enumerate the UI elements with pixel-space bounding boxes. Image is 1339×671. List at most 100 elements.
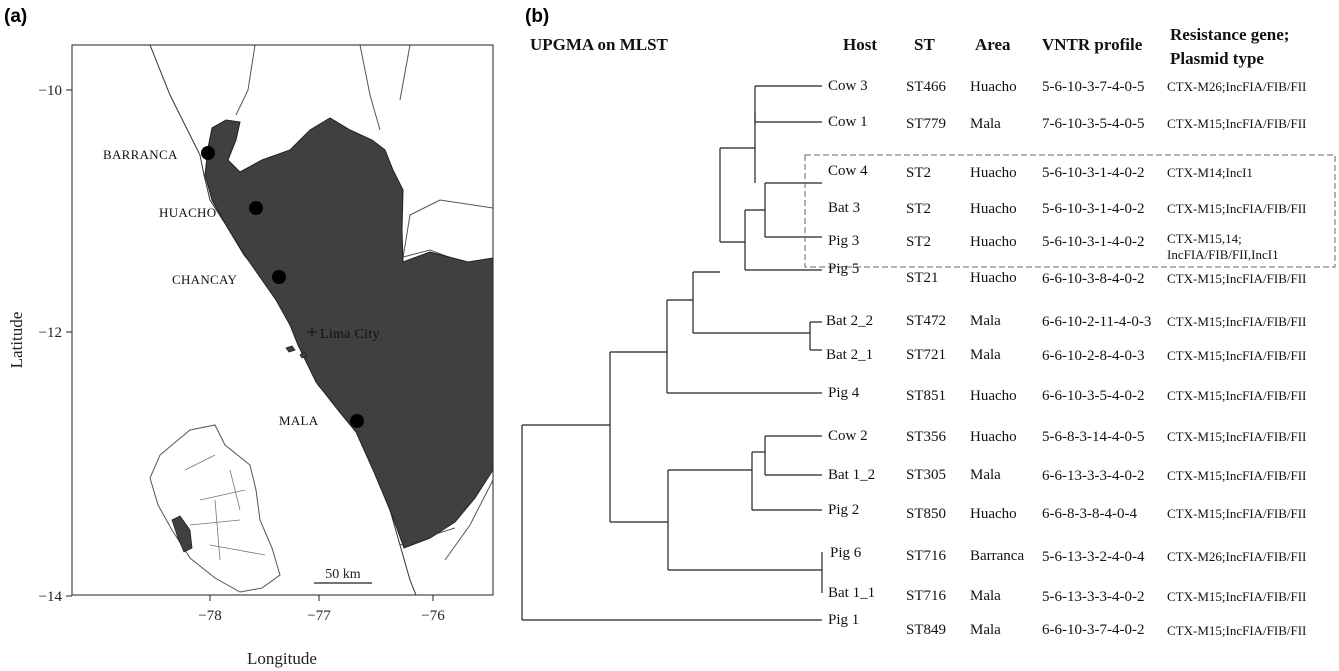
row-resistance-line2: IncFIA/FIB/FII,IncI1 <box>1167 247 1279 262</box>
y-axis-title: Latitude <box>7 312 26 369</box>
site-marker-mala <box>350 414 364 428</box>
row-resistance: CTX-M15;IncFIA/FIB/FII <box>1167 429 1306 444</box>
row-host: Pig 2 <box>828 502 859 518</box>
row-resistance: CTX-M15;IncFIA/FIB/FII <box>1167 468 1306 483</box>
table-row: Pig 2 ST850 Huacho 6-6-8-3-8-4-0-4 CTX-M… <box>828 502 1306 522</box>
table-row: Pig 4 ST851 Huacho 6-6-10-3-5-4-0-2 CTX-… <box>828 385 1306 404</box>
row-resistance: CTX-M15;IncFIA/FIB/FII <box>1167 589 1306 604</box>
row-vntr: 6-6-13-3-3-4-0-2 <box>1042 468 1144 484</box>
y-axis: −10 −12 −14 Latitude <box>7 83 72 605</box>
row-vntr: 6-6-10-2-11-4-0-3 <box>1042 314 1151 330</box>
header-resistance-line1: Resistance gene; <box>1170 25 1289 44</box>
row-resistance: CTX-M15;IncFIA/FIB/FII <box>1167 116 1306 131</box>
row-host: Pig 6 <box>830 545 862 561</box>
row-host: Bat 1_1 <box>828 585 875 601</box>
row-vntr: 6-6-10-3-8-4-0-2 <box>1042 271 1144 287</box>
x-axis-title: Longitude <box>247 649 317 668</box>
map-panel: −10 −12 −14 Latitude −78 −77 −76 Longitu… <box>7 44 494 668</box>
site-marker-chancay <box>272 270 286 284</box>
row-st: ST850 <box>906 506 946 522</box>
header-area: Area <box>975 35 1011 54</box>
table-row: Pig 6 ST716 Barranca 5-6-13-3-2-4-0-4 CT… <box>830 545 1306 565</box>
row-area: Huacho <box>970 201 1017 217</box>
scale-bar-label: 50 km <box>325 567 361 582</box>
row-resistance: CTX-M26;IncFIA/FIB/FII <box>1167 549 1306 564</box>
row-st: ST851 <box>906 388 946 404</box>
row-host: Cow 3 <box>828 78 868 94</box>
row-resistance-line1: CTX-M15,14; <box>1167 231 1242 246</box>
table-body: Cow 3 ST466 Huacho 5-6-10-3-7-4-0-5 CTX-… <box>826 78 1306 638</box>
row-area: Huacho <box>970 234 1017 250</box>
row-host: Pig 4 <box>828 385 860 401</box>
row-area: Mala <box>970 347 1001 363</box>
row-resistance: CTX-M15;IncFIA/FIB/FII <box>1167 388 1306 403</box>
row-vntr: 5-6-10-3-1-4-0-2 <box>1042 201 1144 217</box>
row-area: Mala <box>970 467 1001 483</box>
table-row: Cow 4 ST2 Huacho 5-6-10-3-1-4-0-2 CTX-M1… <box>828 163 1253 181</box>
table-row: Cow 2 ST356 Huacho 5-6-8-3-14-4-0-5 CTX-… <box>828 428 1306 445</box>
row-st: ST2 <box>906 165 931 181</box>
lima-city-label: Lima City <box>320 327 380 342</box>
town-label-mala: MALA <box>279 413 319 428</box>
header-host: Host <box>843 35 877 54</box>
lima-city-marker <box>307 327 317 337</box>
st2-cluster-box <box>804 154 1336 268</box>
row-st: ST21 <box>906 270 939 286</box>
row-area: Huacho <box>970 429 1017 445</box>
row-st: ST721 <box>906 347 946 363</box>
row-host: Pig 3 <box>828 233 859 249</box>
row-host: Bat 3 <box>828 200 860 216</box>
row-st: ST472 <box>906 313 946 329</box>
row-host: Bat 2_1 <box>826 347 873 363</box>
row-host: Pig 1 <box>828 612 859 628</box>
town-label-huacho: HUACHO <box>159 205 216 220</box>
row-vntr: 5-6-13-3-3-4-0-2 <box>1042 589 1144 605</box>
scale-bar: 50 km <box>314 567 372 584</box>
row-resistance: CTX-M15;IncFIA/FIB/FII <box>1167 348 1306 363</box>
row-area: Huacho <box>970 506 1017 522</box>
town-label-barranca: BARRANCA <box>103 147 178 162</box>
row-area: Barranca <box>970 548 1024 564</box>
row-resistance: CTX-M15;IncFIA/FIB/FII <box>1167 271 1306 286</box>
row-vntr: 6-6-10-2-8-4-0-3 <box>1042 348 1144 364</box>
table-row: Bat 1_2 ST305 Mala 6-6-13-3-3-4-0-2 CTX-… <box>828 467 1306 484</box>
table-row: Pig 5 ST21 Huacho 6-6-10-3-8-4-0-2 CTX-M… <box>828 261 1306 287</box>
row-host: Bat 2_2 <box>826 313 873 329</box>
island <box>299 351 308 359</box>
row-vntr: 5-6-8-3-14-4-0-5 <box>1042 429 1144 445</box>
row-area: Mala <box>970 313 1001 329</box>
row-resistance: CTX-M15;IncFIA/FIB/FII <box>1167 314 1306 329</box>
row-vntr: 6-6-8-3-8-4-0-4 <box>1042 506 1137 522</box>
row-vntr: 5-6-13-3-2-4-0-4 <box>1042 549 1145 565</box>
panel-b-label: (b) <box>525 6 549 27</box>
table-row: Cow 3 ST466 Huacho 5-6-10-3-7-4-0-5 CTX-… <box>828 78 1306 95</box>
x-tick-label: −77 <box>307 608 331 624</box>
row-host: Pig 5 <box>828 261 859 277</box>
row-area: Huacho <box>970 79 1017 95</box>
table-row: Bat 2_2 ST472 Mala 6-6-10-2-11-4-0-3 CTX… <box>826 313 1306 330</box>
row-host: Cow 4 <box>828 163 868 179</box>
row-area: Mala <box>970 116 1001 132</box>
row-st: ST305 <box>906 467 946 483</box>
table-row: Pig 1 ST849 Mala 6-6-10-3-7-4-0-2 CTX-M1… <box>828 612 1306 638</box>
header-st: ST <box>914 35 935 54</box>
lima-region <box>204 117 493 549</box>
x-tick-label: −78 <box>198 608 221 624</box>
header-resistance-line2: Plasmid type <box>1170 49 1264 68</box>
row-st: ST466 <box>906 79 947 95</box>
row-resistance: CTX-M15;IncFIA/FIB/FII <box>1167 506 1306 521</box>
map-frame <box>71 44 494 596</box>
site-marker-huacho <box>249 201 263 215</box>
table-row: Bat 3 ST2 Huacho 5-6-10-3-1-4-0-2 CTX-M1… <box>828 200 1306 217</box>
row-area: Mala <box>970 622 1001 638</box>
row-area: Huacho <box>970 165 1017 181</box>
dendrogram <box>521 85 823 621</box>
row-st: ST2 <box>906 201 931 217</box>
row-st: ST716 <box>906 588 947 604</box>
row-st: ST2 <box>906 234 931 250</box>
row-area: Mala <box>970 588 1001 604</box>
row-area: Huacho <box>970 388 1017 404</box>
row-vntr: 5-6-10-3-1-4-0-2 <box>1042 165 1144 181</box>
y-tick-label: −14 <box>39 589 63 605</box>
